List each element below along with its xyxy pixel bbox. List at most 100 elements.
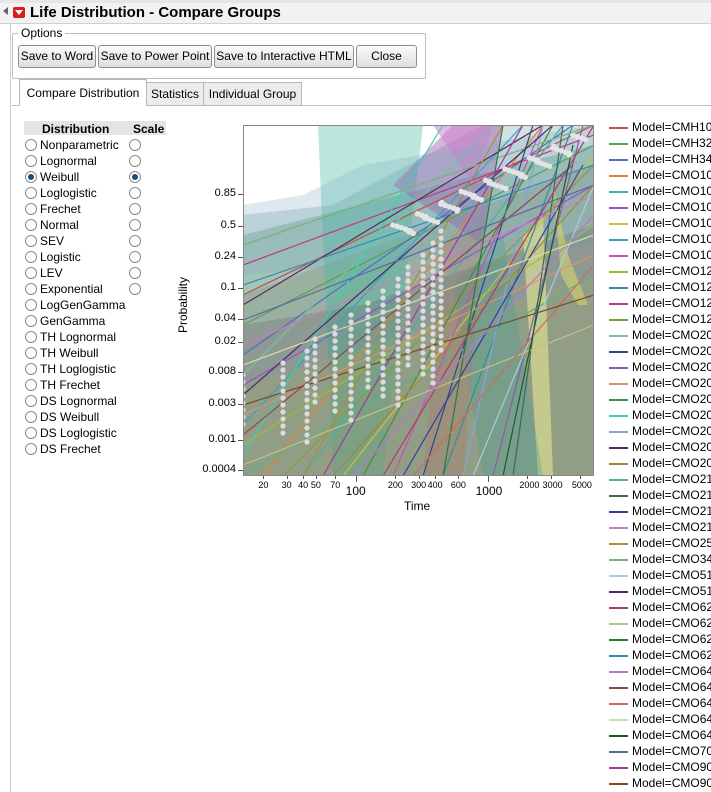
legend-item[interactable]: Model=CMO21 — [632, 520, 711, 534]
legend-item[interactable]: Model=CMO90 — [632, 760, 711, 774]
distribution-radio[interactable] — [25, 363, 37, 375]
legend-item[interactable]: Model=CMO21 — [632, 472, 711, 486]
report-header[interactable] — [0, 3, 711, 24]
distribution-label[interactable]: Lognormal — [40, 154, 97, 168]
distribution-radio[interactable] — [25, 251, 37, 263]
scale-radio[interactable] — [129, 155, 141, 167]
legend-item[interactable]: Model=CMO51 — [632, 584, 711, 598]
distribution-label[interactable]: Frechet — [40, 202, 81, 216]
distribution-label[interactable]: TH Lognormal — [40, 330, 117, 344]
legend-item[interactable]: Model=CMH10 — [632, 120, 711, 134]
distribution-label[interactable]: TH Weibull — [40, 346, 99, 360]
distribution-label[interactable]: Normal — [40, 218, 79, 232]
legend-item[interactable]: Model=CMO62 — [632, 616, 711, 630]
tab-statistics[interactable]: Statistics — [146, 82, 204, 106]
legend-item[interactable]: Model=CMO64 — [632, 680, 711, 694]
legend-item[interactable]: Model=CMO21 — [632, 504, 711, 518]
distribution-label[interactable]: Exponential — [40, 282, 103, 296]
legend-item[interactable]: Model=CMO34 — [632, 552, 711, 566]
legend-item[interactable]: Model=CMO20 — [632, 456, 711, 470]
legend-item[interactable]: Model=CMO20 — [632, 344, 711, 358]
legend-item[interactable]: Model=CMO70 — [632, 744, 711, 758]
legend-item[interactable]: Model=CMO20 — [632, 440, 711, 454]
distribution-label[interactable]: Loglogistic — [40, 186, 97, 200]
distribution-label[interactable]: DS Loglogistic — [40, 426, 117, 440]
save-to-interactive-html-button[interactable]: Save to Interactive HTML — [214, 45, 354, 68]
legend-item[interactable]: Model=CMO20 — [632, 360, 711, 374]
distribution-label[interactable]: LogGenGamma — [40, 298, 126, 312]
legend-item[interactable]: Model=CMO10 — [632, 200, 711, 214]
distribution-radio[interactable] — [25, 443, 37, 455]
distribution-radio[interactable] — [25, 283, 37, 295]
distribution-radio[interactable] — [25, 379, 37, 391]
legend-item[interactable]: Model=CMO20 — [632, 328, 711, 342]
distribution-label[interactable]: TH Loglogistic — [40, 362, 117, 376]
distribution-radio[interactable] — [25, 427, 37, 439]
scale-radio[interactable] — [129, 139, 141, 151]
scale-radio[interactable] — [129, 203, 141, 215]
legend-item[interactable]: Model=CMO25 — [632, 536, 711, 550]
distribution-label[interactable]: Logistic — [40, 250, 81, 264]
distribution-label[interactable]: TH Frechet — [40, 378, 101, 392]
legend-item[interactable]: Model=CMO10 — [632, 184, 711, 198]
scale-radio[interactable] — [129, 267, 141, 279]
distribution-radio[interactable] — [25, 299, 37, 311]
legend-item[interactable]: Model=CMO12 — [632, 280, 711, 294]
legend-item[interactable]: Model=CMO90 — [632, 776, 711, 790]
legend-item[interactable]: Model=CMO64 — [632, 664, 711, 678]
red-triangle-menu-icon[interactable] — [13, 7, 25, 18]
legend-item[interactable]: Model=CMH32 — [632, 136, 711, 150]
distribution-label[interactable]: Nonparametric — [40, 138, 119, 152]
legend-item[interactable]: Model=CMO64 — [632, 728, 711, 742]
save-to-power-point-button[interactable]: Save to Power Point — [98, 45, 212, 68]
legend-item[interactable]: Model=CMO10 — [632, 232, 711, 246]
tab-compare-distribution[interactable]: Compare Distribution — [19, 79, 147, 106]
distribution-radio[interactable] — [25, 139, 37, 151]
distribution-radio[interactable] — [25, 187, 37, 199]
distribution-radio[interactable] — [25, 411, 37, 423]
legend-item[interactable]: Model=CMO64 — [632, 696, 711, 710]
distribution-label[interactable]: DS Frechet — [40, 442, 101, 456]
distribution-radio[interactable] — [25, 267, 37, 279]
distribution-radio[interactable] — [25, 395, 37, 407]
probability-plot[interactable] — [243, 125, 594, 476]
legend-item[interactable]: Model=CMO64 — [632, 712, 711, 726]
scale-radio[interactable] — [129, 283, 141, 295]
legend-item[interactable]: Model=CMO20 — [632, 392, 711, 406]
legend-item[interactable]: Model=CMO12 — [632, 296, 711, 310]
distribution-radio[interactable] — [25, 155, 37, 167]
legend-item[interactable]: Model=CMO51 — [632, 568, 711, 582]
distribution-label[interactable]: LEV — [40, 266, 63, 280]
distribution-radio[interactable] — [25, 347, 37, 359]
save-to-word-button[interactable]: Save to Word — [18, 45, 96, 68]
legend-item[interactable]: Model=CMO10 — [632, 248, 711, 262]
distribution-radio[interactable] — [25, 171, 37, 183]
distribution-label[interactable]: DS Lognormal — [40, 394, 117, 408]
tab-individual-group[interactable]: Individual Group — [203, 82, 302, 106]
legend-item[interactable]: Model=CMH34 — [632, 152, 711, 166]
distribution-label[interactable]: DS Weibull — [40, 410, 100, 424]
legend-item[interactable]: Model=CMO12 — [632, 312, 711, 326]
close-button[interactable]: Close — [356, 45, 417, 68]
distribution-radio[interactable] — [25, 235, 37, 247]
legend-item[interactable]: Model=CMO62 — [632, 632, 711, 646]
legend-item[interactable]: Model=CMO10 — [632, 216, 711, 230]
legend-item[interactable]: Model=CMO20 — [632, 424, 711, 438]
legend-item[interactable]: Model=CMO62 — [632, 600, 711, 614]
distribution-radio[interactable] — [25, 315, 37, 327]
collapse-triangle-icon[interactable] — [3, 7, 8, 15]
scale-radio[interactable] — [129, 219, 141, 231]
legend-item[interactable]: Model=CMO10 — [632, 168, 711, 182]
distribution-radio[interactable] — [25, 203, 37, 215]
distribution-radio[interactable] — [25, 219, 37, 231]
scale-radio[interactable] — [129, 187, 141, 199]
distribution-label[interactable]: GenGamma — [40, 314, 106, 328]
scale-radio[interactable] — [129, 235, 141, 247]
scale-radio[interactable] — [129, 171, 141, 183]
distribution-label[interactable]: Weibull — [40, 170, 80, 184]
legend-item[interactable]: Model=CMO12 — [632, 264, 711, 278]
distribution-radio[interactable] — [25, 331, 37, 343]
distribution-label[interactable]: SEV — [40, 234, 65, 248]
scale-radio[interactable] — [129, 251, 141, 263]
legend-item[interactable]: Model=CMO21 — [632, 488, 711, 502]
